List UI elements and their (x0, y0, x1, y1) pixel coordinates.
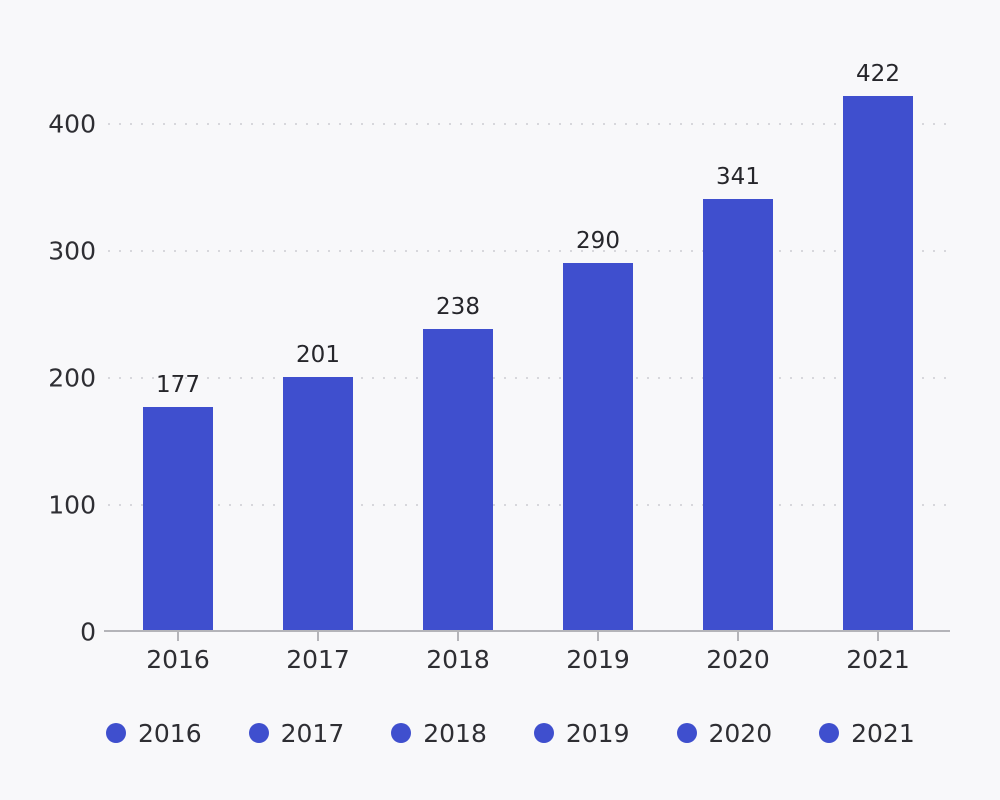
x-axis-tick-label-2017: 2017 (286, 645, 350, 674)
x-axis-tick-mark-2017 (317, 632, 319, 641)
legend-item-label: 2017 (280, 718, 345, 748)
bar-2018[interactable] (423, 329, 493, 632)
y-axis-tick-label: 400 (48, 109, 96, 139)
legend-item-2017[interactable]: 2017 (248, 718, 345, 748)
y-axis-tick-label: 300 (48, 236, 96, 266)
x-axis-tick-label-2018: 2018 (426, 645, 490, 674)
x-axis-tick-mark-2021 (877, 632, 879, 641)
bar-value-label-2019: 290 (576, 228, 620, 255)
bar-2020[interactable] (703, 198, 773, 632)
gridline-y-100 (108, 503, 948, 506)
legend-item-label: 2021 (851, 718, 915, 748)
legend-circle-marker-icon (533, 723, 554, 743)
legend-circle-marker-icon (391, 723, 412, 743)
legend-item-2020[interactable]: 2020 (676, 718, 773, 748)
legend: 2016 2017 2018 2019 2020 2021 (106, 712, 915, 754)
x-axis-tick-mark-2020 (737, 632, 739, 641)
bar-value-label-2020: 341 (716, 163, 760, 190)
y-axis-tick-label: 200 (48, 363, 96, 393)
bar-2019[interactable] (563, 263, 633, 632)
legend-item-2016[interactable]: 2016 (106, 719, 202, 748)
x-axis-line (104, 630, 950, 632)
x-axis-tick-label-2021: 2021 (846, 645, 910, 674)
legend-item-label: 2016 (138, 718, 202, 748)
legend-item-label: 2019 (565, 718, 630, 748)
bar-value-label-2021: 422 (856, 60, 900, 87)
x-axis-tick-label-2020: 2020 (706, 645, 770, 674)
x-axis-tick-label-2016: 2016 (146, 645, 210, 674)
gridline-y-300 (108, 249, 948, 252)
gridline-y-400 (108, 122, 948, 125)
y-axis-tick-label: 100 (48, 490, 96, 520)
bar-value-label-2017: 201 (296, 341, 340, 368)
legend-circle-marker-icon (819, 723, 840, 743)
legend-circle-marker-icon (676, 723, 697, 743)
legend-item-label: 2020 (708, 718, 773, 748)
plot-area: 177 201 238 290 341 422 (108, 60, 948, 632)
y-axis-tick-label: 0 (80, 617, 96, 647)
x-axis-tick-mark-2019 (597, 632, 599, 641)
bar-2016[interactable] (143, 407, 213, 632)
bar-2017[interactable] (283, 376, 353, 632)
legend-item-2019[interactable]: 2019 (533, 718, 630, 748)
legend-item-label: 2018 (423, 718, 487, 748)
x-axis-tick-mark-2018 (457, 632, 459, 641)
bar-value-label-2018: 238 (436, 294, 480, 321)
legend-circle-marker-icon (106, 723, 126, 743)
bar-2021[interactable] (843, 95, 913, 632)
x-axis-tick-label-2019: 2019 (566, 645, 630, 674)
legend-item-2021[interactable]: 2021 (819, 719, 915, 748)
x-axis-tick-mark-2016 (177, 632, 179, 641)
gridline-y-200 (108, 376, 948, 379)
legend-circle-marker-icon (248, 723, 269, 743)
bar-value-label-2016: 177 (156, 372, 200, 398)
legend-item-2018[interactable]: 2018 (391, 719, 487, 748)
